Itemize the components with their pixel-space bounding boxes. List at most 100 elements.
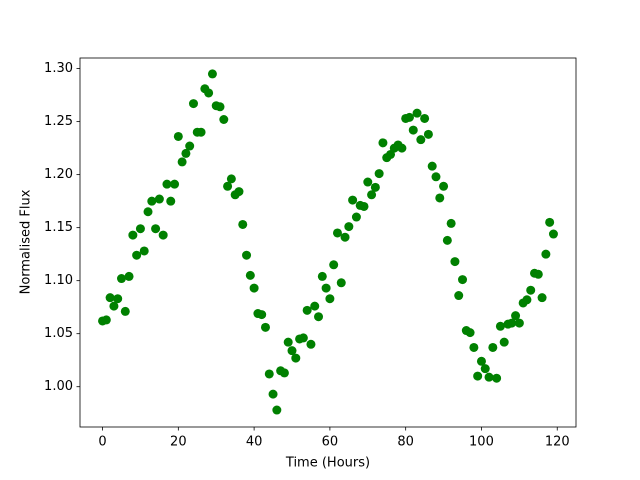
point — [492, 373, 502, 383]
point — [120, 306, 130, 316]
point — [105, 293, 115, 303]
point — [219, 115, 229, 124]
y-tick-label: 1.00 — [44, 379, 73, 394]
point — [454, 291, 464, 301]
point — [257, 310, 267, 320]
point — [109, 301, 119, 311]
point — [423, 129, 433, 139]
point — [480, 364, 490, 374]
point — [226, 174, 236, 184]
point — [158, 230, 168, 240]
point — [507, 318, 517, 328]
point — [272, 405, 282, 415]
point — [548, 229, 558, 239]
point — [458, 275, 468, 285]
point — [325, 294, 335, 304]
point — [336, 278, 346, 288]
point — [245, 270, 255, 280]
point — [268, 389, 278, 399]
point — [188, 99, 198, 109]
point — [207, 69, 217, 79]
point — [374, 169, 384, 179]
point — [514, 318, 524, 328]
point — [404, 112, 414, 122]
point — [238, 219, 248, 229]
point — [204, 88, 214, 98]
x-tick-label: 40 — [246, 435, 263, 450]
point — [196, 127, 206, 137]
point — [329, 260, 339, 270]
point — [367, 190, 377, 200]
point — [135, 224, 145, 234]
point — [113, 294, 123, 304]
point — [473, 371, 483, 381]
point — [283, 337, 293, 347]
y-tick-label: 1.15 — [44, 220, 73, 235]
point — [317, 271, 327, 281]
point — [499, 337, 509, 347]
point — [488, 342, 498, 352]
point — [397, 143, 407, 153]
x-tick-label: 20 — [170, 435, 187, 450]
point — [348, 195, 358, 205]
point — [484, 372, 494, 382]
point — [321, 283, 331, 293]
point — [310, 301, 320, 311]
point — [431, 172, 441, 182]
point — [101, 315, 111, 325]
point — [363, 177, 373, 187]
point — [151, 224, 161, 234]
point — [511, 311, 521, 321]
x-tick-label: 120 — [545, 435, 570, 450]
point — [124, 271, 134, 281]
y-tick-label: 1.10 — [44, 273, 73, 288]
point — [416, 135, 426, 145]
point — [249, 283, 259, 293]
point — [166, 196, 176, 206]
point — [116, 274, 126, 284]
point — [215, 102, 225, 112]
point — [314, 312, 324, 322]
point — [302, 305, 312, 315]
point — [185, 141, 195, 151]
point — [147, 196, 157, 206]
point — [450, 257, 460, 267]
point — [442, 235, 452, 245]
y-axis-label: Normalised Flux — [19, 189, 34, 294]
y-tick-label: 1.25 — [44, 114, 73, 129]
point — [359, 201, 369, 211]
point — [170, 179, 180, 189]
point — [378, 138, 388, 148]
point — [181, 148, 191, 158]
point — [420, 113, 430, 123]
x-tick-label: 60 — [322, 435, 339, 450]
y-tick-label: 1.05 — [44, 326, 73, 341]
point — [154, 194, 164, 204]
point — [537, 293, 547, 303]
x-tick-label: 0 — [98, 435, 106, 450]
point — [132, 250, 142, 260]
point — [533, 269, 543, 279]
point — [332, 228, 342, 238]
y-tick-label: 1.20 — [44, 167, 73, 182]
x-tick-label: 100 — [469, 435, 494, 450]
point — [545, 217, 555, 227]
point — [351, 212, 361, 222]
point — [177, 157, 187, 167]
plot-frame — [79, 57, 577, 428]
point — [162, 179, 172, 189]
point — [143, 207, 153, 217]
point — [173, 131, 183, 141]
point — [298, 333, 308, 343]
point — [340, 232, 350, 242]
point — [306, 339, 316, 349]
point — [370, 182, 380, 192]
point — [234, 187, 244, 197]
x-axis-label: Time (Hours) — [285, 456, 370, 471]
point — [476, 356, 486, 366]
point — [465, 328, 475, 338]
point — [412, 108, 422, 118]
point — [264, 369, 274, 379]
